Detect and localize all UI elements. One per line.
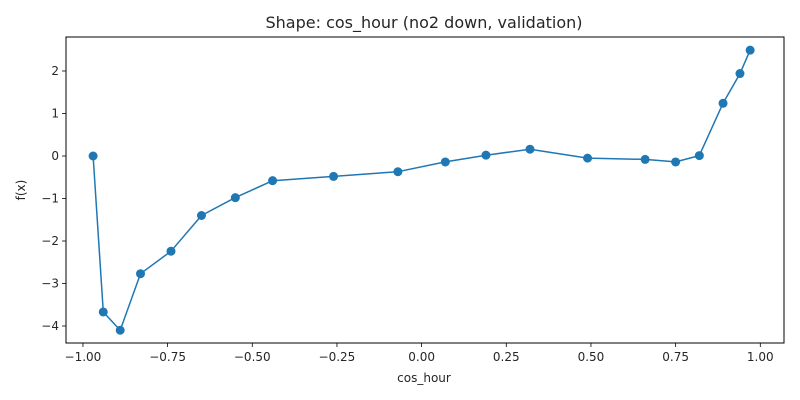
- y-tick-label: 1: [51, 107, 59, 121]
- x-axis: −1.00 −0.75 −0.50 −0.25 0.00 0.25 0.50 0.75 1.00: [65, 343, 774, 364]
- data-point: [694, 151, 704, 161]
- series-line: [92, 49, 751, 332]
- x-tick-label: −1.00: [65, 350, 102, 364]
- data-point: [640, 154, 650, 164]
- data-point: [745, 45, 755, 55]
- y-tick-label: −1: [41, 192, 59, 206]
- y-axis: −4 −3 −2 −1 0 1 2: [41, 64, 66, 333]
- plot-area: [65, 36, 785, 344]
- x-tick-label: 0.25: [493, 350, 520, 364]
- x-tick-label: −0.75: [149, 350, 186, 364]
- data-point: [230, 193, 240, 203]
- data-point: [115, 325, 125, 335]
- x-tick-label: 1.00: [747, 350, 774, 364]
- x-tick-label: 0.50: [578, 350, 605, 364]
- chart-title: Shape: cos_hour (no2 down, validation): [265, 13, 582, 33]
- data-point: [393, 167, 403, 177]
- data-point: [718, 98, 728, 108]
- y-tick-label: −3: [41, 277, 59, 291]
- x-tick-label: −0.25: [319, 350, 356, 364]
- data-point: [525, 144, 535, 154]
- data-point: [88, 151, 98, 161]
- data-point: [98, 307, 108, 317]
- data-point: [671, 157, 681, 167]
- data-point: [583, 153, 593, 163]
- y-tick-label: −4: [41, 319, 59, 333]
- x-tick-label: −0.50: [234, 350, 271, 364]
- data-point: [440, 157, 450, 167]
- y-axis-label: f(x): [14, 180, 28, 201]
- x-tick-label: 0.75: [662, 350, 689, 364]
- data-point: [268, 176, 278, 186]
- x-axis-label: cos_hour: [397, 371, 451, 385]
- y-tick-label: 0: [51, 149, 59, 163]
- data-point: [481, 150, 491, 160]
- data-point: [166, 246, 176, 256]
- plot-frame: [65, 36, 785, 344]
- data-point: [329, 171, 339, 181]
- y-tick-label: 2: [51, 64, 59, 78]
- data-point: [196, 211, 206, 220]
- y-tick-label: −2: [41, 234, 59, 248]
- data-point: [136, 269, 146, 279]
- data-point: [735, 69, 745, 79]
- x-tick-label: 0.00: [408, 350, 435, 364]
